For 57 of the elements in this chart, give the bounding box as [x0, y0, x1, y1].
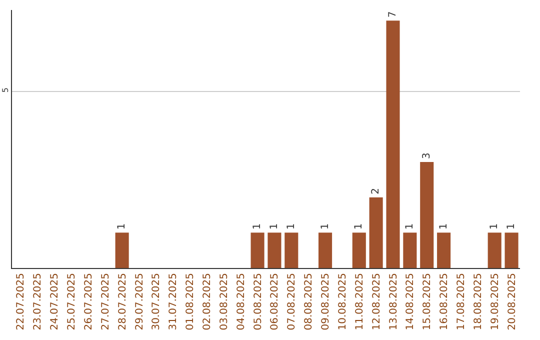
data-label: 1 [354, 223, 365, 230]
x-tick-label: 13.08.2025 [388, 273, 400, 330]
x-tick-label: 02.08.2025 [202, 273, 213, 330]
x-tick-label: 27.07.2025 [100, 273, 112, 330]
x-tick-label: 12.08.2025 [371, 273, 382, 330]
data-label: 1 [252, 223, 264, 230]
bar [250, 232, 264, 268]
bar [437, 232, 451, 268]
data-label: 1 [116, 223, 128, 230]
data-label: 1 [320, 223, 331, 230]
x-tick-label: 16.08.2025 [439, 273, 450, 330]
x-tick-label: 30.07.2025 [151, 273, 162, 330]
x-tick-label: 09.08.2025 [320, 273, 332, 330]
x-tick-label: 19.08.2025 [490, 273, 501, 330]
bar [403, 232, 417, 268]
bar [369, 197, 383, 268]
data-label: 1 [404, 223, 416, 230]
x-tick-label: 18.08.2025 [472, 273, 484, 330]
bar [420, 162, 434, 268]
x-tick-label: 10.08.2025 [337, 273, 348, 330]
y-tick-label: 5 [0, 88, 10, 93]
data-label: 1 [438, 223, 450, 230]
bar [284, 232, 298, 268]
x-tick-label: 31.07.2025 [168, 273, 180, 330]
x-tick-label: 11.08.2025 [354, 273, 366, 330]
data-label: 1 [506, 223, 518, 230]
bar [386, 20, 400, 268]
x-tick-label: 17.08.2025 [456, 273, 467, 330]
x-tick-label: 14.08.2025 [405, 273, 416, 330]
bar [115, 232, 129, 268]
x-tick-label: 20.08.2025 [506, 273, 518, 330]
x-tick-label: 01.08.2025 [185, 273, 196, 330]
x-tick-label: 29.07.2025 [134, 273, 146, 330]
x-tick-label: 25.07.2025 [66, 273, 78, 330]
x-tick-label: 28.07.2025 [117, 273, 128, 330]
data-label: 1 [268, 223, 280, 230]
x-tick-label: 08.08.2025 [304, 273, 315, 330]
x-tick-label: 23.07.2025 [32, 273, 44, 330]
x-tick-label: 22.07.2025 [16, 273, 27, 330]
x-tick-label: 15.08.2025 [422, 273, 434, 330]
bar [318, 232, 332, 268]
bar [352, 232, 366, 268]
data-label: 7 [388, 11, 398, 18]
x-tick-label: 07.08.2025 [286, 273, 298, 330]
x-tick-label: 05.08.2025 [252, 273, 264, 330]
bar [504, 232, 518, 268]
x-tick-label: 26.07.2025 [83, 273, 94, 330]
x-tick-label: 03.08.2025 [218, 273, 230, 330]
data-label: 3 [421, 152, 432, 159]
data-label: 1 [286, 223, 297, 230]
x-tick-label: 24.07.2025 [50, 273, 61, 330]
bar [488, 232, 502, 268]
x-tick-label: 04.08.2025 [236, 273, 247, 330]
data-label: 1 [489, 223, 500, 230]
data-label: 2 [370, 188, 382, 194]
x-tick-label: 06.08.2025 [270, 273, 281, 330]
bar [268, 232, 282, 268]
